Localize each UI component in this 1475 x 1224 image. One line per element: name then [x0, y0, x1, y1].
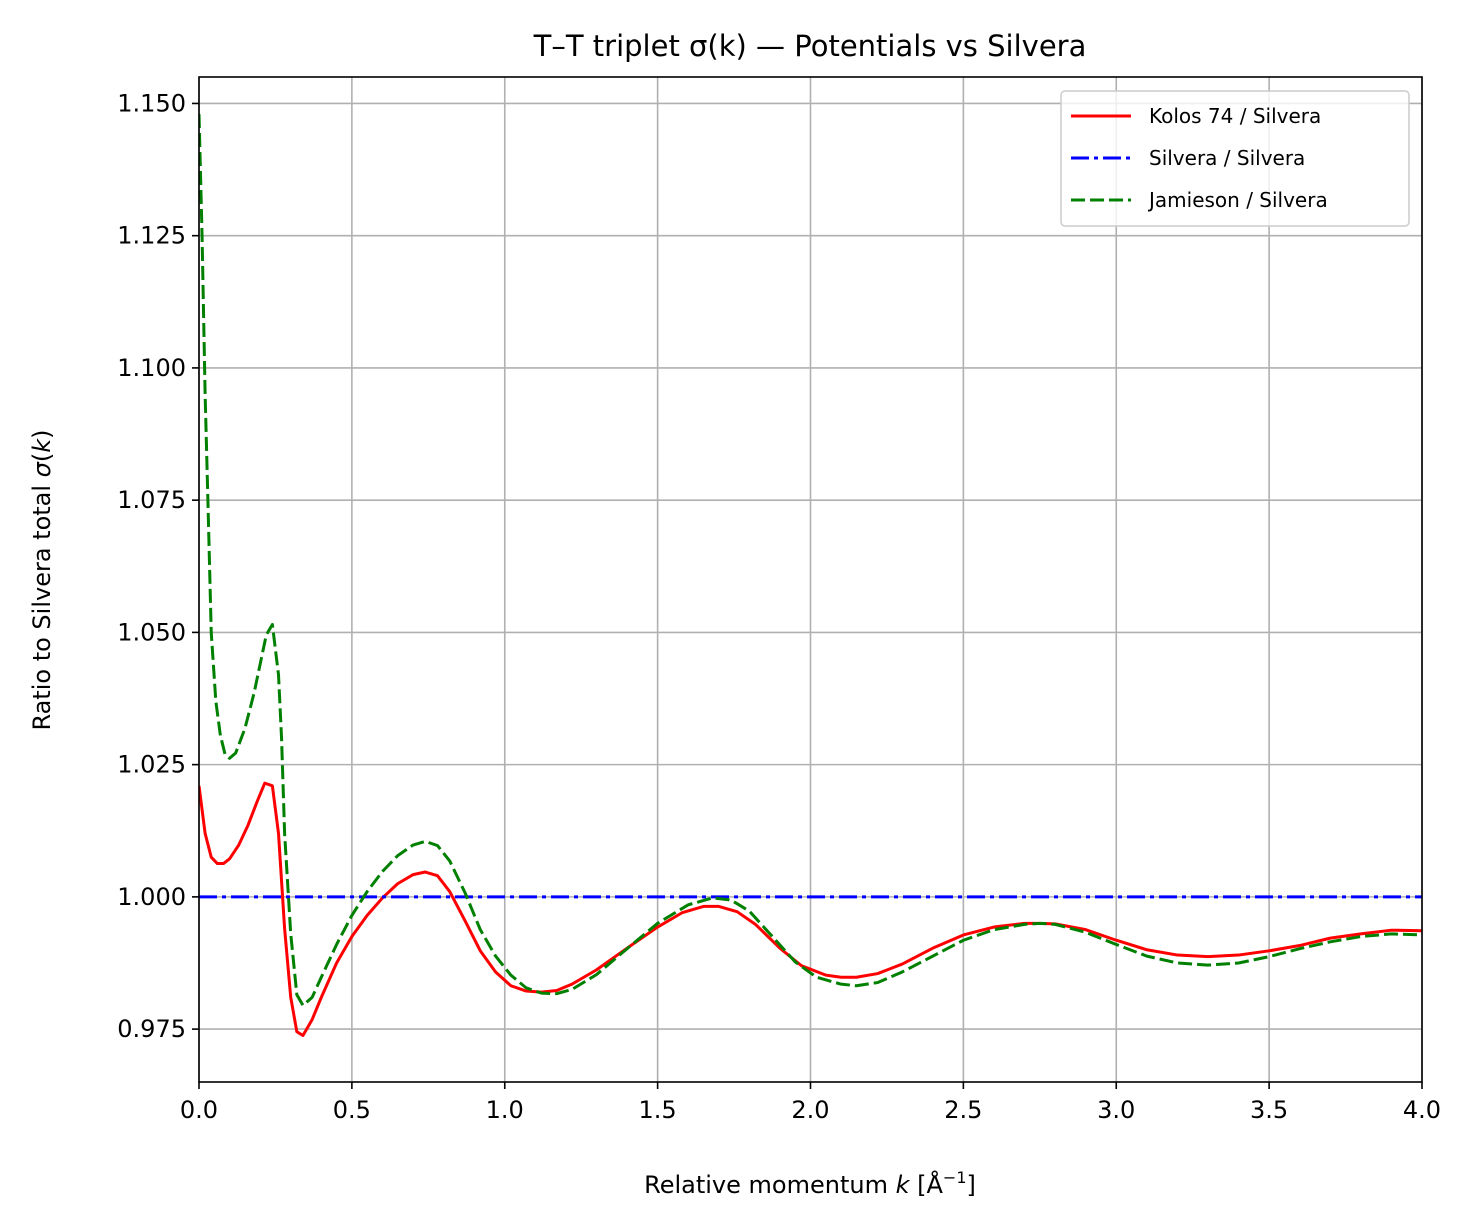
x-tick-label: 2.5: [944, 1096, 982, 1124]
x-tick-label: 4.0: [1403, 1096, 1441, 1124]
y-tick-label: 1.075: [117, 486, 186, 514]
legend-label: Silvera / Silvera: [1149, 146, 1305, 170]
legend-box: [1060, 90, 1410, 227]
y-axis-ticks: 0.975 1.000 1.025 1.050 1.075 1.100 1.125 1.150: [117, 89, 199, 1043]
grid-lines: [198, 77, 1423, 1082]
x-tick-label: 1.0: [486, 1096, 524, 1124]
legend: Kolos 74 / Silvera Silvera / Silvera Jamie…: [1060, 90, 1410, 227]
y-tick-label: 1.050: [117, 618, 186, 646]
x-tick-label: 3.5: [1250, 1096, 1288, 1124]
y-tick-label: 0.975: [117, 1015, 186, 1043]
x-tick-label: 2.0: [791, 1096, 829, 1124]
legend-label: Jamieson / Silvera: [1147, 188, 1328, 212]
series-layer: [199, 113, 1422, 1037]
y-tick-label: 1.100: [117, 354, 186, 382]
series-line-3: [199, 113, 1422, 1007]
series-line-1: [199, 781, 1422, 1037]
x-axis-ticks: 0.0 0.5 1.0 1.5 2.0 2.5 3.0 3.5 4.0: [180, 1082, 1441, 1124]
x-tick-label: 0.0: [180, 1096, 218, 1124]
x-tick-label: 3.0: [1097, 1096, 1135, 1124]
y-tick-label: 1.150: [117, 89, 186, 117]
y-tick-label: 1.025: [117, 751, 186, 779]
chart-title: T–T triplet σ(k) — Potentials vs Silvera: [533, 29, 1087, 63]
y-tick-label: 1.125: [117, 222, 186, 250]
x-axis-label: Relative momentum k [Å−1]: [644, 1168, 976, 1199]
legend-label: Kolos 74 / Silvera: [1149, 104, 1321, 128]
y-axis-label: Ratio to Silvera total σ(k): [28, 429, 56, 730]
x-tick-label: 1.5: [639, 1096, 677, 1124]
y-tick-label: 1.000: [117, 883, 186, 911]
x-tick-label: 0.5: [333, 1096, 371, 1124]
